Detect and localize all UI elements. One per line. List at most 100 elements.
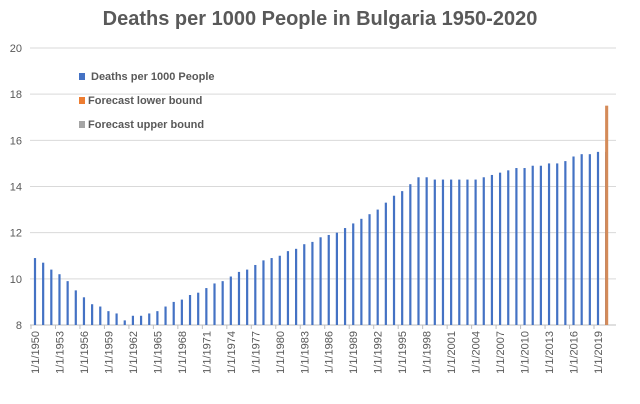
x-tick-label: 1/1/1959 xyxy=(103,331,115,374)
bar-deaths-per-1000-people xyxy=(82,297,86,325)
x-tick-label: 1/1/1980 xyxy=(275,331,287,374)
bar-deaths-per-1000-people xyxy=(164,306,167,325)
bar-deaths-per-1000-people xyxy=(596,151,600,325)
bar-deaths-per-1000-people xyxy=(458,179,461,325)
bar-deaths-per-1000-people xyxy=(91,304,94,325)
x-tick-label: 1/1/2013 xyxy=(544,331,556,374)
bar-deaths-per-1000-people xyxy=(401,191,404,325)
bar-deaths-per-1000-people xyxy=(319,237,322,325)
bar-deaths-per-1000-people xyxy=(254,264,257,325)
x-tick-label: 1/1/2016 xyxy=(569,331,581,374)
bar-deaths-per-1000-people xyxy=(507,170,510,325)
x-tick-label: 1/1/2010 xyxy=(520,331,532,374)
y-tick-label: 18 xyxy=(10,89,22,101)
bar-deaths-per-1000-people xyxy=(213,283,216,325)
bar-deaths-per-1000-people xyxy=(262,260,265,325)
bar-deaths-per-1000-people xyxy=(417,177,420,325)
bar-deaths-per-1000-people xyxy=(335,232,338,325)
bar-deaths-per-1000-people xyxy=(450,179,453,325)
bar-deaths-per-1000-people xyxy=(588,154,591,325)
bar-deaths-per-1000-people xyxy=(139,315,143,325)
bar-deaths-per-1000-people xyxy=(107,311,110,325)
y-tick-label: 12 xyxy=(10,228,22,240)
bar-deaths-per-1000-people xyxy=(197,292,200,325)
legend-entry: Forecast lower bound xyxy=(88,95,202,107)
bar-deaths-per-1000-people xyxy=(246,269,249,325)
x-tick-label: 1/1/1986 xyxy=(324,331,336,374)
bar-deaths-per-1000-people xyxy=(474,179,477,325)
x-tick-label: 1/1/2001 xyxy=(446,331,458,374)
bar-deaths-per-1000-people xyxy=(327,234,330,325)
x-tick-label: 1/1/2004 xyxy=(471,331,483,374)
chart-title: Deaths per 1000 People in Bulgaria 1950-… xyxy=(102,8,538,30)
bar-deaths-per-1000-people xyxy=(433,179,436,325)
bar-deaths-per-1000-people xyxy=(360,218,363,325)
bar-deaths-per-1000-people xyxy=(572,156,575,325)
legend-entry: Deaths per 1000 People xyxy=(91,71,215,83)
bar-deaths-per-1000-people xyxy=(531,165,534,325)
bar-deaths-per-1000-people xyxy=(466,179,469,325)
x-tick-label: 1/1/1965 xyxy=(152,331,164,374)
x-tick-label: 1/1/1971 xyxy=(201,331,213,374)
legend-swatch xyxy=(79,97,85,104)
x-tick-label: 1/1/1974 xyxy=(226,331,238,374)
bar-deaths-per-1000-people xyxy=(564,161,567,325)
bar-deaths-per-1000-people xyxy=(539,165,542,325)
y-tick-label: 14 xyxy=(10,182,22,194)
bar-deaths-per-1000-people xyxy=(278,255,281,325)
x-tick-label: 1/1/1953 xyxy=(54,331,66,374)
bar-deaths-per-1000-people xyxy=(172,301,175,325)
bar-deaths-per-1000-people xyxy=(425,177,428,325)
y-tick-label: 16 xyxy=(10,135,22,147)
bar-forecast-lower-bound xyxy=(605,105,609,325)
bar-deaths-per-1000-people xyxy=(74,290,77,325)
bar-deaths-per-1000-people xyxy=(115,313,118,325)
bar-deaths-per-1000-people xyxy=(547,163,551,325)
bar-deaths-per-1000-people xyxy=(498,172,502,325)
x-tick-label: 1/1/1989 xyxy=(348,331,360,374)
bar-deaths-per-1000-people xyxy=(303,244,306,325)
bar-deaths-per-1000-people xyxy=(221,281,224,325)
bar-deaths-per-1000-people xyxy=(441,179,445,325)
x-tick-label: 1/1/1950 xyxy=(30,331,42,374)
bar-deaths-per-1000-people xyxy=(237,271,241,325)
x-tick-label: 1/1/1992 xyxy=(373,331,385,374)
bar-deaths-per-1000-people xyxy=(180,299,183,325)
bar-deaths-per-1000-people xyxy=(343,228,347,325)
x-tick-label: 1/1/1968 xyxy=(177,331,189,374)
bar-deaths-per-1000-people xyxy=(50,269,53,325)
legend-entry: Forecast upper bound xyxy=(88,119,204,131)
bar-deaths-per-1000-people xyxy=(392,195,396,325)
x-tick-label: 1/1/1977 xyxy=(250,331,262,374)
bar-deaths-per-1000-people xyxy=(482,177,485,325)
bar-deaths-per-1000-people xyxy=(229,276,232,325)
bar-deaths-per-1000-people xyxy=(33,258,37,325)
bar-deaths-per-1000-people xyxy=(384,202,387,325)
bar-deaths-per-1000-people xyxy=(580,154,583,325)
x-tick-label: 1/1/2007 xyxy=(495,331,507,374)
bar-deaths-per-1000-people xyxy=(42,262,45,325)
y-tick-label: 8 xyxy=(16,320,22,332)
bar-deaths-per-1000-people xyxy=(99,306,102,325)
bar-deaths-per-1000-people xyxy=(188,294,192,325)
bar-deaths-per-1000-people xyxy=(311,241,314,325)
x-tick-label: 1/1/1956 xyxy=(79,331,91,374)
y-tick-label: 20 xyxy=(10,43,22,55)
x-tick-label: 1/1/1983 xyxy=(299,331,311,374)
legend-swatch xyxy=(79,73,85,80)
bar-deaths-per-1000-people xyxy=(270,258,273,325)
x-tick-label: 1/1/2019 xyxy=(593,331,605,374)
bar-deaths-per-1000-people xyxy=(556,163,559,325)
bar-deaths-per-1000-people xyxy=(205,288,208,325)
bar-deaths-per-1000-people xyxy=(123,320,126,325)
bar-deaths-per-1000-people xyxy=(515,168,518,325)
y-tick-label: 10 xyxy=(10,274,22,286)
bar-deaths-per-1000-people xyxy=(58,274,61,325)
bar-forecast-upper-bound xyxy=(605,105,609,325)
bar-deaths-per-1000-people xyxy=(156,311,159,325)
bar-deaths-per-1000-people xyxy=(66,281,69,325)
bar-deaths-per-1000-people xyxy=(131,315,135,325)
bar-deaths-per-1000-people xyxy=(352,223,355,325)
